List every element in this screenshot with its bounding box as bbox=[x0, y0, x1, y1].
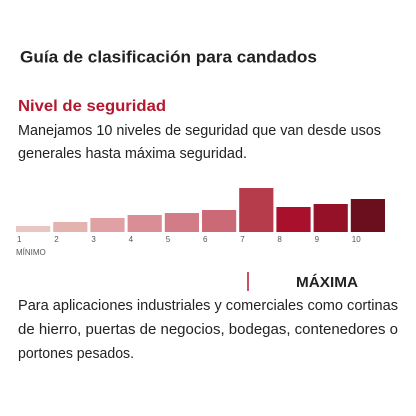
x-tick-label: 7 bbox=[240, 235, 245, 244]
x-tick-label: 9 bbox=[315, 235, 320, 244]
x-tick-label: 6 bbox=[203, 235, 208, 244]
x-tick-label: 10 bbox=[352, 235, 361, 244]
bar bbox=[276, 207, 311, 232]
x-tick-label: 2 bbox=[54, 235, 59, 244]
description-line: Manejamos 10 niveles de seguridad que va… bbox=[18, 122, 381, 139]
title: Guía de clasificación para candados bbox=[20, 47, 317, 66]
bar bbox=[350, 199, 385, 232]
x-tick-label: 1 bbox=[17, 235, 22, 244]
bar bbox=[313, 204, 348, 232]
x-tick-label: 3 bbox=[91, 235, 96, 244]
max-label: MÁXIMA bbox=[296, 274, 358, 291]
note-line: de hierro, puertas de negocios, bodegas,… bbox=[18, 321, 398, 338]
bar bbox=[239, 188, 274, 232]
x-tick-label: 8 bbox=[277, 235, 282, 244]
bar bbox=[90, 218, 125, 232]
bar bbox=[202, 210, 237, 232]
description-line: generales hasta máxima seguridad. bbox=[18, 145, 247, 162]
note-line: portones pesados. bbox=[18, 345, 134, 362]
bar bbox=[16, 226, 51, 232]
x-tick-label: 5 bbox=[166, 235, 171, 244]
subtitle: Nivel de seguridad bbox=[18, 98, 166, 115]
bar bbox=[53, 222, 88, 232]
bar bbox=[164, 213, 199, 232]
note-line: Para aplicaciones industriales y comerci… bbox=[18, 297, 398, 314]
x-tick-label: 4 bbox=[129, 235, 134, 244]
min-label: MÍNIMO bbox=[16, 248, 46, 257]
bar bbox=[127, 215, 162, 232]
